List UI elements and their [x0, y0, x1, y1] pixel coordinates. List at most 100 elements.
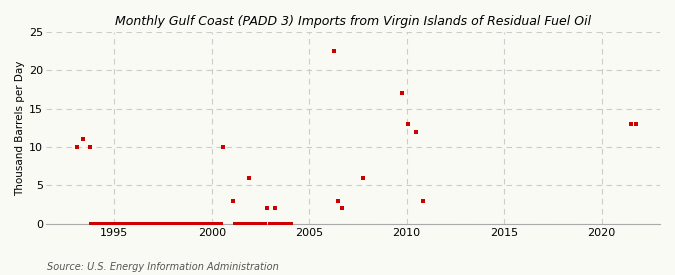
Point — [103, 222, 113, 226]
Point — [236, 222, 246, 226]
Point — [151, 222, 162, 226]
Point — [120, 222, 131, 226]
Point — [96, 222, 107, 226]
Point — [157, 222, 168, 226]
Point — [78, 137, 89, 142]
Point — [229, 222, 240, 226]
Point — [261, 206, 272, 211]
Point — [117, 222, 128, 226]
Point — [403, 122, 414, 126]
Point — [244, 175, 254, 180]
Point — [180, 222, 191, 226]
Title: Monthly Gulf Coast (PADD 3) Imports from Virgin Islands of Residual Fuel Oil: Monthly Gulf Coast (PADD 3) Imports from… — [115, 15, 591, 28]
Point — [203, 222, 214, 226]
Point — [111, 222, 122, 226]
Point — [245, 222, 256, 226]
Point — [231, 222, 242, 226]
Point — [95, 222, 105, 226]
Point — [198, 222, 209, 226]
Point — [265, 222, 275, 226]
Point — [333, 199, 344, 203]
Point — [195, 222, 206, 226]
Text: Source: U.S. Energy Information Administration: Source: U.S. Energy Information Administ… — [47, 262, 279, 271]
Point — [92, 222, 103, 226]
Point — [135, 222, 146, 226]
Point — [109, 222, 119, 226]
Point — [164, 222, 175, 226]
Point — [213, 222, 223, 226]
Point — [234, 222, 245, 226]
Point — [104, 222, 115, 226]
Point — [217, 145, 228, 149]
Point — [127, 222, 138, 226]
Point — [250, 222, 261, 226]
Point — [187, 222, 198, 226]
Point — [255, 222, 266, 226]
Point — [247, 222, 258, 226]
Point — [336, 206, 347, 211]
Point — [210, 222, 221, 226]
Point — [105, 222, 116, 226]
Point — [411, 130, 422, 134]
Point — [188, 222, 199, 226]
Point — [172, 222, 183, 226]
Point — [215, 222, 225, 226]
Point — [242, 222, 253, 226]
Point — [252, 222, 263, 226]
Point — [146, 222, 157, 226]
Point — [244, 222, 254, 226]
Point — [205, 222, 215, 226]
Point — [142, 222, 153, 226]
Point — [328, 49, 339, 53]
Point — [271, 222, 282, 226]
Point — [119, 222, 130, 226]
Point — [173, 222, 184, 226]
Point — [200, 222, 211, 226]
Point — [239, 222, 250, 226]
Point — [115, 222, 126, 226]
Point — [179, 222, 190, 226]
Point — [193, 222, 204, 226]
Point — [156, 222, 167, 226]
Point — [130, 222, 140, 226]
Point — [155, 222, 165, 226]
Point — [136, 222, 147, 226]
Point — [169, 222, 180, 226]
Point — [256, 222, 267, 226]
Point — [396, 91, 407, 95]
Point — [72, 145, 82, 149]
Point — [86, 222, 97, 226]
Y-axis label: Thousand Barrels per Day: Thousand Barrels per Day — [15, 60, 25, 196]
Point — [167, 222, 178, 226]
Point — [190, 222, 201, 226]
Point — [270, 206, 281, 211]
Point — [143, 222, 154, 226]
Point — [201, 222, 212, 226]
Point — [232, 222, 243, 226]
Point — [128, 222, 139, 226]
Point — [278, 222, 289, 226]
Point — [124, 222, 134, 226]
Point — [275, 222, 286, 226]
Point — [279, 222, 290, 226]
Point — [625, 122, 636, 126]
Point — [281, 222, 292, 226]
Point — [148, 222, 159, 226]
Point — [260, 222, 271, 226]
Point — [114, 222, 125, 226]
Point — [276, 222, 287, 226]
Point — [208, 222, 219, 226]
Point — [417, 199, 428, 203]
Point — [149, 222, 160, 226]
Point — [185, 222, 196, 226]
Point — [284, 222, 295, 226]
Point — [140, 222, 151, 226]
Point — [166, 222, 177, 226]
Point — [630, 122, 641, 126]
Point — [283, 222, 294, 226]
Point — [98, 222, 109, 226]
Point — [248, 222, 259, 226]
Point — [163, 222, 173, 226]
Point — [112, 222, 123, 226]
Point — [192, 222, 202, 226]
